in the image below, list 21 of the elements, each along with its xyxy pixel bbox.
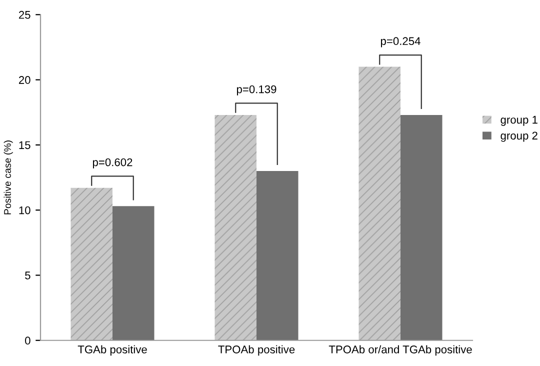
bar — [256, 170, 298, 340]
y-axis-title: Positive case (%) — [4, 140, 13, 214]
bar — [400, 114, 442, 340]
annotation: p=0.139 — [236, 85, 276, 96]
y-tick-label: 20 — [18, 76, 30, 84]
y-tick-label: 15 — [19, 141, 30, 150]
legend-label: group 2 — [500, 132, 538, 142]
y-tick-label: 5 — [25, 272, 30, 280]
y-tick-label: 10 — [19, 206, 30, 214]
annotation: p=0.254 — [380, 37, 420, 48]
x-tick-label: TGAb positive — [78, 345, 147, 356]
bar — [358, 66, 400, 340]
bar — [70, 188, 112, 340]
x-tick-label: TPOAb or/and TGAb positive — [328, 345, 472, 356]
y-tick-label: 0 — [25, 336, 30, 345]
bar — [112, 206, 154, 340]
y-tick-label: 25 — [18, 10, 30, 19]
annotation: p=0.602 — [92, 158, 132, 168]
legend-label: group 1 — [500, 116, 538, 126]
x-tick-label: TPOAb positive — [218, 345, 295, 356]
bar — [214, 114, 256, 340]
